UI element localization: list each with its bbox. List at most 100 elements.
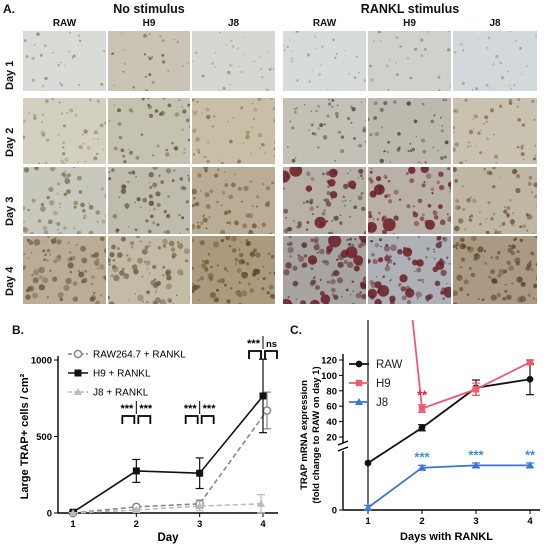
y-tick-label: 120 <box>321 356 337 367</box>
row-label-day-2: Day 2 <box>4 127 16 157</box>
micrograph-tile <box>191 30 276 92</box>
significance-label: ** <box>525 447 536 462</box>
legend: RAW H9 J8 <box>349 359 403 409</box>
group-title-no-stimulus: No stimulus <box>113 2 185 16</box>
micrograph-tile <box>367 30 452 92</box>
legend-label: RAW <box>376 359 403 371</box>
panel-a-label: A. <box>3 2 15 16</box>
micrograph-tile <box>282 166 367 235</box>
row-label-day-1: Day 1 <box>4 60 16 90</box>
column-header: J8 <box>489 18 501 29</box>
column-header: H9 <box>142 18 156 29</box>
x-axis-label: Day <box>157 532 179 544</box>
x-tick-label: 4 <box>527 516 533 527</box>
group-title-rankl-stimulus: RANKL stimulus <box>360 2 460 16</box>
panel-b-label: B. <box>12 323 24 337</box>
x-tick-label: 1 <box>70 519 76 530</box>
micrograph-tile <box>452 235 538 305</box>
data-point <box>132 467 140 475</box>
data-point <box>69 509 77 516</box>
micrograph-tile <box>107 97 191 165</box>
data-point <box>526 375 534 383</box>
row-label-day-3: Day 3 <box>4 196 16 226</box>
micrograph-tile <box>191 235 276 305</box>
significance-label: ** <box>417 388 428 403</box>
x-tick-label: 2 <box>134 519 139 530</box>
micrograph-tile <box>191 166 276 235</box>
data-point <box>195 502 204 510</box>
data-point <box>472 386 480 393</box>
x-tick-label: 1 <box>365 516 371 527</box>
column-header: RAW <box>52 18 77 29</box>
series-line <box>367 464 530 509</box>
data-point <box>526 461 534 469</box>
micrograph-tile <box>452 166 538 235</box>
legend-label: RAW264.7 + RANKL <box>93 350 186 361</box>
series-line <box>411 320 531 410</box>
micrograph-tile <box>107 166 191 235</box>
micrograph-tile <box>367 97 452 165</box>
series-line <box>72 503 262 514</box>
data-point <box>526 359 534 366</box>
significance-label: *** <box>184 403 198 415</box>
series-1 <box>68 391 272 518</box>
column-header: RAW <box>312 18 337 29</box>
significance-label: *** <box>120 403 134 415</box>
legend-label: J8 + RANKL <box>93 388 149 399</box>
row-label-day-4: Day 4 <box>4 266 16 296</box>
data-point <box>196 469 204 477</box>
y-tick-label: 1000 <box>31 356 52 367</box>
y-tick-label: 20 <box>326 433 337 444</box>
legend: RAW264.7 + RANKL H9 + RANKL J8 + RANKL <box>68 350 186 399</box>
micrograph-tile <box>107 30 191 92</box>
x-tick-label: 4 <box>260 519 266 530</box>
significance-annotations: *** *** *** *** *** ns <box>120 336 278 424</box>
micrograph-tile <box>107 235 191 305</box>
axis-break <box>337 446 349 452</box>
y-tick-label: 60 <box>326 402 337 413</box>
legend-label: H9 + RANKL <box>93 369 151 380</box>
column-header: H9 <box>403 18 416 29</box>
significance-label: *** <box>414 450 430 465</box>
y-tick-label: 40 <box>326 417 337 428</box>
significance-label: ns <box>266 339 277 350</box>
micrograph-tile <box>22 166 107 235</box>
significance-label: * <box>365 503 371 518</box>
micrograph-tile <box>367 235 452 305</box>
series-1 <box>364 320 534 511</box>
y-tick-label: 0 <box>332 506 337 517</box>
data-point <box>259 392 267 400</box>
x-tick-label: 3 <box>197 519 202 530</box>
data-point <box>262 406 272 415</box>
significance-label: *** <box>203 403 217 415</box>
micrograph-tile <box>367 166 452 235</box>
data-point <box>132 505 141 513</box>
significance-annotations: ************ <box>365 388 536 518</box>
series-3 <box>69 494 265 516</box>
significance-label: *** <box>139 403 153 415</box>
chart-b: 0 500 1000 1 2 3 4 Day Large TRAP+ cells / cm² RA… <box>19 336 278 544</box>
micrograph-tile <box>452 97 538 165</box>
series-line <box>367 378 531 464</box>
y-tick-label: 80 <box>326 386 337 397</box>
data-point <box>257 499 265 507</box>
legend-label: H9 <box>376 378 391 390</box>
micrograph-tile <box>282 235 367 305</box>
axis-break <box>337 440 349 446</box>
micrograph-tile <box>22 30 107 92</box>
panel-c-label: C. <box>290 323 302 337</box>
series-2 <box>69 358 267 516</box>
y-tick-label: 500 <box>36 432 52 443</box>
chart-c: 0 20 40 60 80 100 120 1 2 3 4 Days with RANKL TRAP m… <box>299 320 540 543</box>
micrograph-tile <box>452 30 538 92</box>
data-point <box>418 424 426 432</box>
data-point <box>418 405 426 412</box>
data-point <box>472 461 480 469</box>
series-line <box>72 410 268 514</box>
column-header: J8 <box>227 18 240 29</box>
x-axis-label: Days with RANKL <box>400 531 493 543</box>
y-tick-label: 0 <box>47 509 52 520</box>
micrograph-tile <box>191 97 276 165</box>
micrograph-tile <box>282 30 367 92</box>
micrograph-tile <box>22 235 107 305</box>
